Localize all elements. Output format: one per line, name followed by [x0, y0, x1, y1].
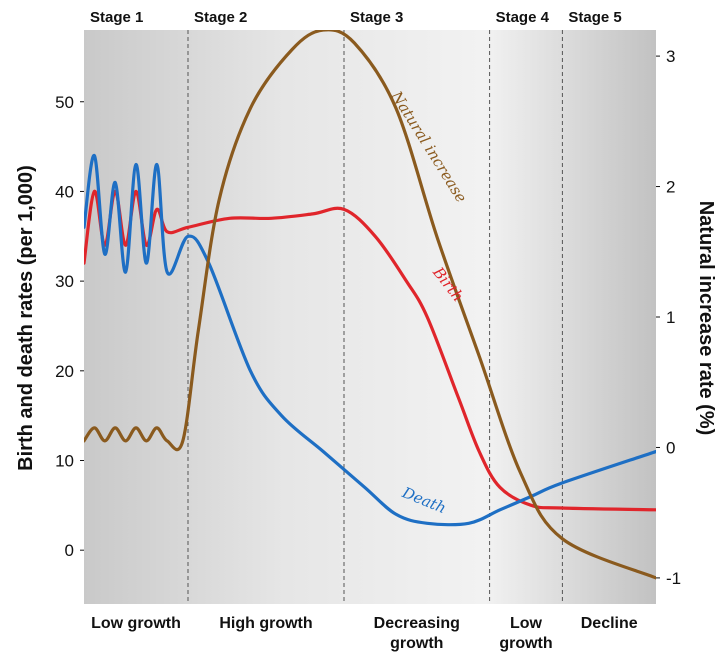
stage-header-stage-2: Stage 2: [194, 9, 247, 26]
y-axis-title: Birth and death rates (per 1,000): [15, 165, 37, 471]
stage-bottom-label: Decline: [581, 615, 638, 632]
stage-header-stage-4: Stage 4: [496, 9, 550, 26]
y2-tick-label: 1: [666, 308, 675, 327]
stage-header-stage-5: Stage 5: [568, 9, 621, 26]
stage-bottom-label: High growth: [219, 615, 312, 632]
stage-bottom-labels: Low growth High growth Decreasing growth Low…: [91, 615, 638, 652]
stage-bottom-label: growth: [390, 635, 443, 652]
series-line-natural-increase: [84, 30, 656, 580]
y2-tick-label: 3: [666, 47, 675, 66]
stage-bottom-label: Low growth: [91, 615, 181, 632]
y-tick-label: 10: [55, 452, 74, 471]
series-lines: [84, 30, 656, 580]
left-axis: 0 10 20 30 40 50: [55, 93, 84, 560]
y2-tick-label: 2: [666, 178, 675, 197]
y-tick-label: 40: [55, 182, 74, 201]
stage-bottom-label: Decreasing: [374, 615, 460, 632]
right-axis: -1 0 1 2 3: [656, 47, 681, 588]
stage-headers: Stage 1 Stage 2 Stage 3 Stage 4 Stage 5: [90, 9, 622, 26]
y-tick-label: 30: [55, 272, 74, 291]
y-tick-label: 20: [55, 362, 74, 381]
series-line-death: [84, 153, 656, 527]
stage-bottom-label: Low: [510, 615, 543, 632]
plot-background: [84, 30, 656, 604]
y-tick-label: 50: [55, 93, 74, 112]
stage-header-stage-1: Stage 1: [90, 9, 143, 26]
y2-tick-label: -1: [666, 569, 681, 588]
stage-bottom-label: growth: [499, 635, 552, 652]
y-tick-label: 0: [65, 541, 74, 560]
stage-header-stage-3: Stage 3: [350, 9, 403, 26]
y2-axis-title: Natural increase rate (%): [695, 201, 717, 436]
y2-tick-label: 0: [666, 438, 675, 457]
